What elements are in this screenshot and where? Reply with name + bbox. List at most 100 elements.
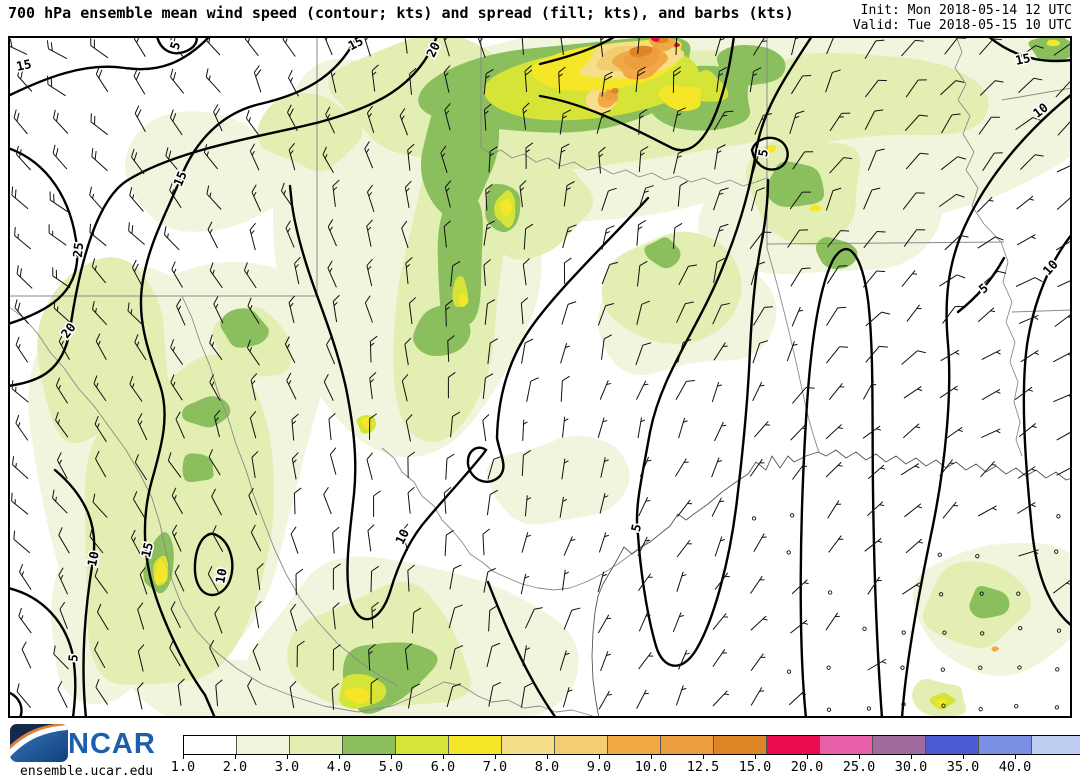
barb-shaft [207,229,219,249]
wind-barb [562,224,577,249]
barb-shaft [95,458,107,478]
wind-barb [330,65,338,93]
wind-barb [562,416,569,438]
barb-shaft [561,458,566,480]
barb-shaft [403,37,408,54]
wind-barb-layer [9,37,1071,712]
barb-shaft [94,649,106,669]
barb-full-tick [523,450,532,456]
wind-barb [1014,704,1019,709]
barb-shaft [57,688,68,708]
barb-full-tick [525,223,534,230]
wind-barb [401,523,409,552]
barb-shaft [92,309,108,326]
wind-barb [1019,154,1044,170]
barb-shaft [323,494,332,515]
wind-barb [332,179,340,207]
barb-shaft [753,533,765,552]
barb-full-tick [605,303,615,307]
wind-barb [1018,626,1023,631]
barb-shaft [209,342,223,361]
wind-barb [17,67,33,92]
barb-full-tick [802,191,811,193]
calm-wind-dot [786,550,791,555]
wind-barb [130,529,142,557]
wind-barb [638,146,649,172]
barb-shaft [129,195,144,212]
wind-barb [905,79,927,98]
barb-full-tick [52,267,54,276]
wind-barb [978,116,1000,135]
wind-barb [825,187,842,211]
wind-barb [638,611,651,632]
barb-shaft [169,117,183,136]
barb-shaft [484,109,487,131]
wind-barb [52,489,68,514]
barb-full-tick [453,564,462,570]
wind-barb [127,302,144,326]
barb-full-tick [639,260,648,266]
barb-half-tick [289,150,294,155]
barb-full-tick [290,603,297,612]
wind-barb [901,630,906,635]
barb-shaft [248,495,258,516]
barb-half-tick [760,656,766,658]
barb-full-tick [485,68,494,75]
barb-full-tick [20,70,23,80]
barb-half-tick [368,650,373,655]
barb-full-tick [171,487,177,496]
wind-barb [137,413,148,441]
wind-barb [1054,549,1059,554]
wind-barb [59,601,68,630]
wind-barb [364,295,373,323]
wind-barb [754,420,770,438]
barb-shaft [828,382,843,401]
colorbar-segment [714,736,767,754]
barb-half-tick [881,661,887,664]
barb-full-tick [203,144,208,153]
barb-full-tick [487,299,496,305]
barb-shaft [211,496,222,516]
wind-barb [902,423,921,439]
wind-barb [754,113,772,135]
wind-barb [789,110,805,134]
barb-shaft [522,108,527,130]
colorbar-tick-label: 4.0 [326,759,352,775]
wind-barb [253,65,262,93]
wind-barb [636,219,647,246]
wind-barb [245,109,260,136]
wind-barb [19,563,32,590]
wind-barb [675,685,687,706]
barb-shaft [637,37,641,54]
barb-full-tick [871,187,881,191]
contour-label: 10 [212,567,229,584]
barb-half-tick [1032,425,1037,429]
barb-full-tick [454,604,463,609]
barb-full-tick [407,451,416,458]
wind-barb [522,645,531,667]
barb-full-tick [407,143,415,151]
wind-barb [209,374,221,401]
spread-fill-blob [155,560,168,585]
wind-barb [1053,42,1071,56]
barb-shaft [205,39,221,56]
wind-barb [597,571,608,593]
contour-label: 15 [1014,50,1032,68]
wind-barb [249,222,256,251]
barb-shaft [332,608,336,630]
wind-barb [477,37,486,58]
wind-barb [979,38,1002,55]
barb-half-tick [602,573,608,577]
barb-full-tick [11,186,14,196]
wind-barb [790,267,811,287]
barb-shaft [58,575,69,595]
wind-barb [15,336,29,363]
barb-full-tick [53,109,56,119]
barb-half-tick [640,152,645,156]
calm-wind-dot [1017,665,1022,670]
wind-barb [447,371,456,399]
barb-half-tick [606,382,612,385]
barb-full-tick [444,103,451,111]
wind-barb [753,306,773,326]
wind-barb [482,414,490,442]
